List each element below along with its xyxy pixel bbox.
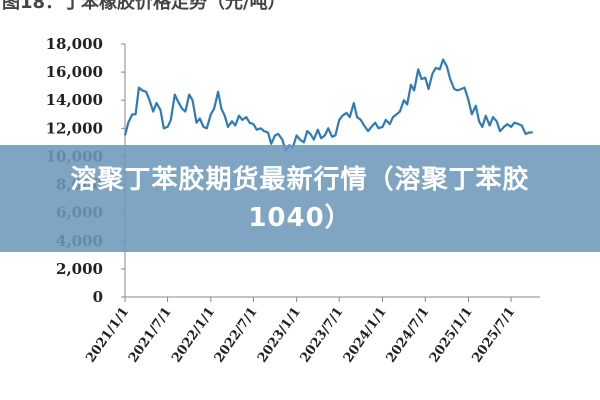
x-tick-label: 2024/1/1 [341,305,390,366]
x-tick-label: 2021/7/1 [126,305,175,366]
title-banner: 溶聚丁苯胶期货最新行情（溶聚丁苯胶1040） [0,145,600,252]
series-line [123,58,533,152]
chart-caption: 图18：丁苯橡胶价格走势（元/吨） [2,0,286,12]
y-tick-label: 12,000 [46,119,103,137]
y-tick-label: 14,000 [46,91,103,109]
banner-title: 溶聚丁苯胶期货最新行情（溶聚丁苯胶1040） [70,164,530,233]
y-tick-label: 18,000 [46,35,103,53]
y-tick-label: 2,000 [56,260,103,278]
x-tick-label: 2023/1/1 [255,305,304,366]
x-tick-label: 2021/1/1 [83,305,132,366]
x-tick-label: 2025/1/1 [427,305,476,366]
x-tick-label: 2024/7/1 [384,305,433,366]
x-tick-label: 2023/7/1 [298,305,347,366]
x-tick-label: 2022/7/1 [212,305,261,366]
y-tick-label: 0 [93,288,103,306]
top-caption-strip: 图18：丁苯橡胶价格走势（元/吨） [0,0,600,12]
y-tick-label: 16,000 [46,63,103,81]
x-tick-label: 2022/1/1 [169,305,218,366]
x-tick-label: 2025/7/1 [469,305,518,366]
